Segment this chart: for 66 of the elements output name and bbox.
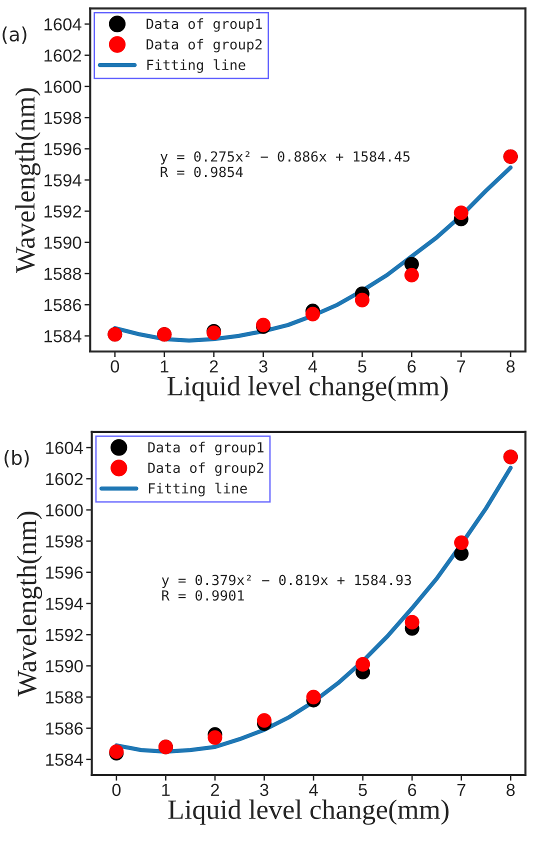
y-tick-label: 1586 <box>46 722 83 735</box>
point <box>256 713 272 728</box>
x-tick-label: 6 <box>408 784 416 796</box>
y-tick-label: 1592 <box>46 628 83 642</box>
annotation: R = 0.9901 <box>162 590 244 601</box>
x-tick-label: 8 <box>506 784 515 796</box>
y-axis-title: Wavelength(nm) <box>16 512 42 696</box>
legend-label: Data of group2 <box>146 38 262 52</box>
x-tick-label: 3 <box>260 784 268 796</box>
text: (b) <box>4 450 29 468</box>
x-tick-label: 4 <box>309 784 318 796</box>
x-tick-label: 6 <box>408 360 416 373</box>
x-tick-label: 2 <box>211 784 219 796</box>
legend-label: Data of group1 <box>146 18 262 32</box>
x-tick-label: 7 <box>457 360 466 372</box>
y-tick-label: 1584 <box>46 754 83 766</box>
y-tick-label: 1592 <box>44 205 81 218</box>
y-tick-label: 1584 <box>44 330 82 342</box>
point <box>454 535 469 550</box>
point <box>306 690 321 704</box>
point <box>208 730 222 745</box>
annotation: R = 0.9854 <box>160 166 243 178</box>
y-tick-label: 1596 <box>46 566 83 579</box>
x-tick-label: 1 <box>162 784 170 796</box>
x-tick-label: 2 <box>210 360 218 372</box>
y-tick-label: 1600 <box>44 80 82 93</box>
text: (a) <box>2 26 26 44</box>
y-tick-label: 1602 <box>46 472 83 486</box>
y-tick-label: 1598 <box>44 112 82 124</box>
point <box>454 205 468 220</box>
x-tick-label: 3 <box>259 360 268 373</box>
y-tick-label: 1594 <box>44 174 82 186</box>
annotation: y = 0.379x² − 0.819x + 1584.93 <box>162 574 411 588</box>
y-tick-label: 1604 <box>44 18 82 31</box>
point <box>404 614 420 630</box>
y-tick-label: 1596 <box>44 142 82 156</box>
y-axis-title: Wavelength(nm) <box>15 88 40 273</box>
legend-label: Data of group1 <box>148 442 264 456</box>
point <box>354 292 370 308</box>
point <box>305 306 320 322</box>
y-tick-label: 1602 <box>44 49 81 62</box>
x-tick-label: 0 <box>112 784 121 796</box>
y-tick-label: 1590 <box>46 660 83 672</box>
legend-label: Fitting line <box>148 482 247 496</box>
x-tick-label: 4 <box>308 360 318 372</box>
annotation: y = 0.275x² − 0.886x + 1584.45 <box>160 151 410 164</box>
y-tick-label: 1594 <box>46 598 83 610</box>
point <box>404 268 419 282</box>
point <box>356 657 370 672</box>
x-tick-label: 5 <box>358 360 366 373</box>
x-tick-label: 5 <box>358 784 367 796</box>
y-tick-label: 1588 <box>46 691 83 704</box>
x-tick-label: 1 <box>160 360 168 372</box>
x-axis-title: Liquid level change(mm) <box>167 376 448 402</box>
y-tick-label: 1604 <box>46 442 83 454</box>
y-tick-label: 1588 <box>44 268 82 280</box>
legend-label: Fitting line <box>147 59 246 73</box>
legend-label: Data of group2 <box>148 462 264 476</box>
y-tick-label: 1600 <box>46 504 83 516</box>
x-tick-label: 8 <box>506 360 515 373</box>
x-tick-label: 7 <box>457 784 466 796</box>
y-tick-label: 1586 <box>44 298 82 312</box>
x-tick-label: 0 <box>110 360 120 373</box>
y-tick-label: 1598 <box>46 535 83 548</box>
y-tick-label: 1590 <box>44 236 82 249</box>
x-axis-title: Liquid level change(mm) <box>168 800 449 825</box>
